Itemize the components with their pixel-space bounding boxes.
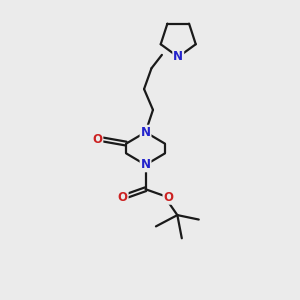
Text: O: O [164,191,173,204]
Text: O: O [92,133,102,146]
Text: O: O [118,191,128,204]
Text: N: N [140,158,151,171]
Text: N: N [173,50,183,64]
Text: N: N [140,126,151,139]
